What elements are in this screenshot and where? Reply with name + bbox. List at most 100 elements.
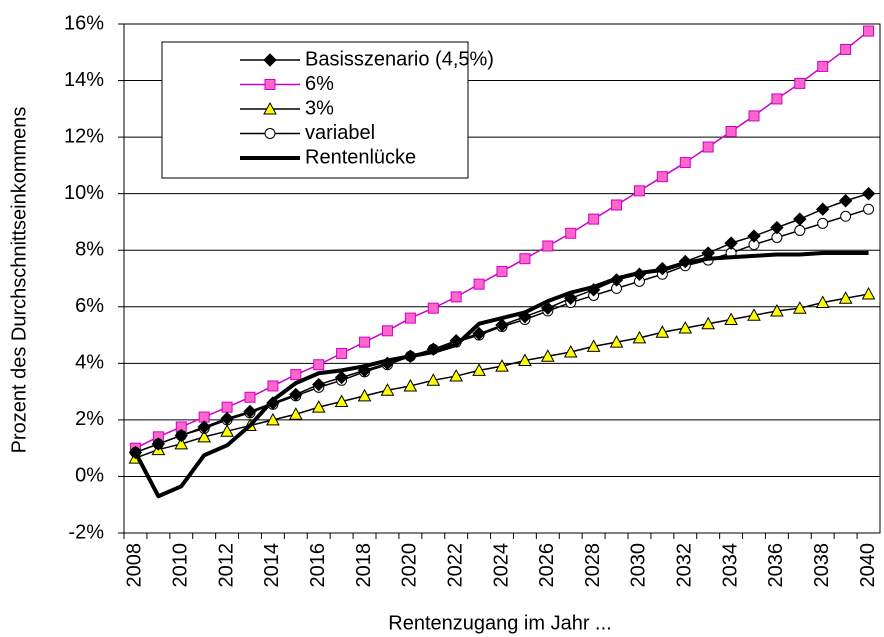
marker bbox=[542, 240, 554, 252]
marker bbox=[381, 325, 393, 337]
marker bbox=[221, 401, 233, 413]
marker bbox=[174, 436, 189, 450]
y-axis-title: Prozent des Durchschnittseinkommens bbox=[8, 107, 30, 454]
marker bbox=[563, 344, 578, 358]
marker bbox=[449, 369, 464, 382]
marker bbox=[793, 212, 807, 226]
x-tick-label: 2040 bbox=[857, 543, 879, 588]
marker bbox=[794, 77, 806, 89]
marker bbox=[496, 265, 508, 277]
marker bbox=[586, 339, 601, 352]
marker bbox=[815, 295, 830, 309]
x-tick-label: 2038 bbox=[811, 543, 833, 588]
x-tick-label: 2024 bbox=[490, 543, 512, 588]
marker bbox=[770, 220, 784, 235]
marker bbox=[243, 404, 257, 419]
x-tick-label: 2008 bbox=[124, 543, 146, 588]
marker bbox=[450, 291, 462, 303]
marker bbox=[336, 347, 348, 359]
marker bbox=[288, 407, 303, 420]
y-tick-label: 8% bbox=[75, 239, 104, 261]
y-tick-label: 2% bbox=[75, 408, 104, 430]
marker bbox=[565, 227, 577, 239]
marker bbox=[611, 199, 623, 211]
marker bbox=[863, 25, 875, 37]
marker bbox=[311, 400, 326, 413]
marker bbox=[289, 387, 303, 402]
marker bbox=[588, 213, 600, 225]
marker bbox=[334, 370, 349, 385]
marker bbox=[312, 377, 326, 392]
y-tick-label: 12% bbox=[64, 125, 104, 147]
x-tick-label: 2030 bbox=[628, 543, 650, 588]
marker bbox=[816, 202, 830, 216]
x-tick-label: 2028 bbox=[582, 543, 604, 588]
marker bbox=[838, 291, 853, 304]
marker bbox=[632, 330, 647, 344]
marker bbox=[263, 101, 277, 115]
marker bbox=[747, 229, 761, 243]
marker bbox=[838, 194, 853, 208]
x-tick-label: 2026 bbox=[536, 543, 558, 588]
marker bbox=[701, 316, 716, 330]
marker bbox=[679, 157, 691, 169]
legend-label: Basisszenario (4,5%) bbox=[305, 48, 494, 70]
marker bbox=[220, 424, 234, 437]
marker bbox=[380, 383, 395, 396]
marker bbox=[473, 278, 485, 290]
marker bbox=[817, 217, 829, 229]
marker bbox=[359, 336, 371, 348]
marker bbox=[264, 79, 276, 90]
marker bbox=[267, 380, 279, 392]
marker bbox=[197, 429, 212, 443]
marker bbox=[770, 303, 784, 317]
x-tick-label: 2016 bbox=[307, 543, 329, 588]
marker bbox=[403, 378, 418, 392]
x-tick-label: 2010 bbox=[170, 543, 192, 588]
legend-label: Rentenlücke bbox=[305, 146, 416, 168]
x-tick-label: 2034 bbox=[719, 543, 741, 588]
marker bbox=[655, 325, 670, 338]
marker bbox=[817, 60, 829, 72]
marker bbox=[794, 224, 806, 236]
marker bbox=[702, 141, 714, 153]
x-tick-label: 2022 bbox=[444, 543, 466, 588]
y-tick-label: -2% bbox=[68, 521, 104, 543]
marker bbox=[656, 171, 668, 183]
y-tick-label: 14% bbox=[64, 69, 104, 91]
x-tick-label: 2012 bbox=[215, 543, 237, 588]
marker bbox=[518, 353, 532, 367]
marker bbox=[541, 301, 555, 315]
marker bbox=[724, 236, 738, 250]
legend-label: variabel bbox=[305, 122, 375, 144]
x-tick-label: 2036 bbox=[765, 543, 787, 588]
legend-box bbox=[161, 41, 469, 179]
legend-label: 6% bbox=[305, 73, 334, 95]
marker bbox=[840, 210, 852, 222]
marker bbox=[771, 93, 783, 105]
x-tick-label: 2020 bbox=[399, 543, 421, 588]
marker bbox=[427, 302, 439, 314]
marker bbox=[290, 369, 302, 381]
marker bbox=[633, 185, 645, 197]
marker bbox=[404, 312, 416, 324]
marker bbox=[244, 391, 256, 403]
y-tick-label: 10% bbox=[64, 182, 104, 204]
marker bbox=[357, 388, 372, 402]
marker bbox=[495, 318, 509, 332]
marker bbox=[609, 335, 624, 348]
y-tick-label: 4% bbox=[75, 352, 104, 374]
marker bbox=[724, 312, 738, 326]
marker bbox=[725, 125, 737, 137]
marker bbox=[863, 203, 875, 215]
y-tick-label: 16% bbox=[64, 12, 104, 34]
legend-label: 3% bbox=[305, 97, 334, 119]
marker bbox=[748, 110, 760, 122]
marker bbox=[519, 253, 531, 265]
marker bbox=[197, 420, 211, 434]
marker bbox=[174, 428, 188, 443]
x-tick-label: 2018 bbox=[353, 543, 375, 588]
marker bbox=[334, 394, 349, 408]
x-tick-label: 2032 bbox=[674, 543, 696, 588]
